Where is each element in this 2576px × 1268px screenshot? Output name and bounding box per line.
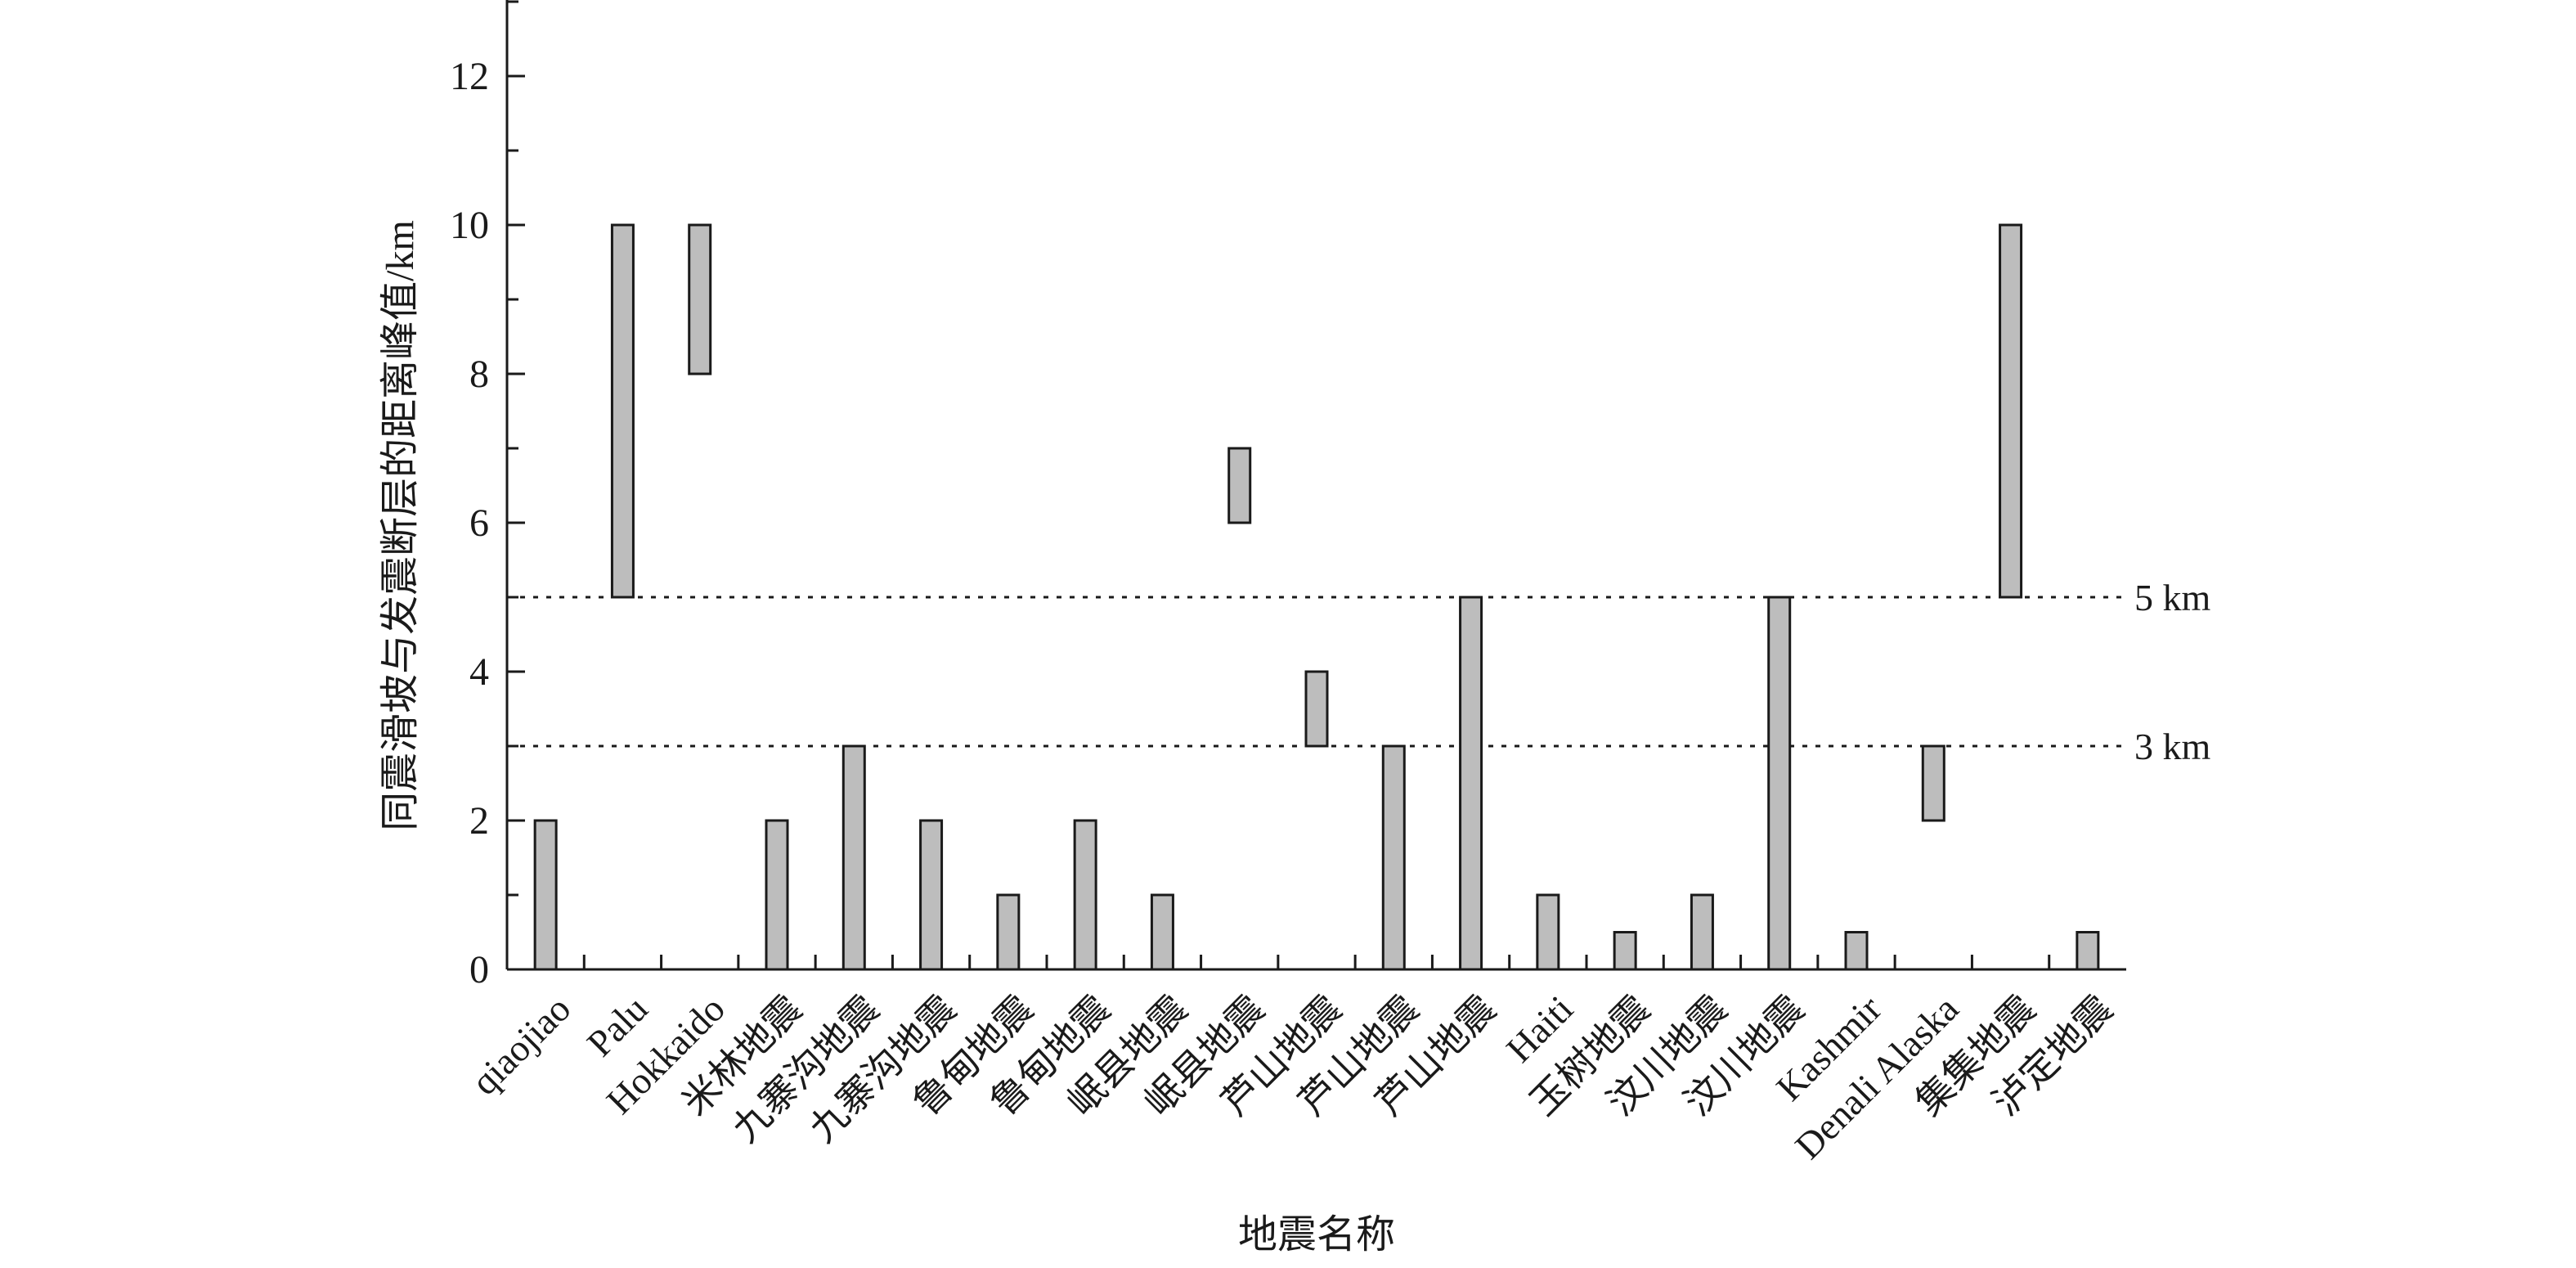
- bar: [1459, 596, 1483, 971]
- bar: [1536, 893, 1560, 971]
- bar: [1381, 744, 1406, 971]
- bar: [1304, 670, 1329, 748]
- reference-lines: 5 km 3 km: [507, 577, 2211, 767]
- y-tick-label: 10: [450, 204, 489, 247]
- x-axis-tick-labels: qiaojiao PaluHokkaido米林地震九寨沟地震九寨沟地震鲁甸地震鲁甸…: [464, 987, 2121, 1167]
- x-axis-ticks: [582, 955, 2051, 969]
- bar: [1227, 447, 1252, 524]
- x-axis-title: 地震名称: [1238, 1213, 1395, 1257]
- bar: [765, 819, 789, 971]
- bar: [1073, 819, 1097, 971]
- x-tick-label: qiaojiao: [464, 987, 579, 1103]
- bar: [1613, 931, 1637, 971]
- y-tick-label: 12: [450, 55, 489, 98]
- bar: [841, 744, 866, 971]
- bar: [919, 819, 944, 971]
- bar: [996, 893, 1021, 971]
- reference-line-label: 5 km: [2134, 577, 2211, 618]
- y-tick-label: 4: [469, 650, 489, 694]
- bars: [533, 223, 2100, 971]
- y-axis-ticks: 0 2 4 6 8 10 12: [450, 0, 525, 991]
- y-tick-label: 8: [469, 353, 489, 396]
- reference-line-label: 3 km: [2134, 726, 2211, 767]
- bar: [1767, 596, 1792, 971]
- y-tick-label: 2: [469, 799, 489, 843]
- bar: [2076, 931, 2100, 971]
- bar: [610, 223, 635, 599]
- bar: [1999, 223, 2023, 599]
- bar: [1150, 893, 1174, 971]
- bar: [1690, 893, 1714, 971]
- bar: [1844, 931, 1869, 971]
- bar: [533, 819, 558, 971]
- y-tick-label: 6: [469, 501, 489, 545]
- plot-area: 5 km 3 km 0 2 4 6 8 10 12 qiaojiao PaluHokkaido米…: [450, 0, 2211, 1167]
- bar: [1921, 744, 1945, 822]
- bar: [688, 223, 712, 375]
- y-axis-title: 同震滑坡与发震断层的距离峰值/km: [379, 220, 422, 831]
- y-tick-label: 0: [469, 948, 489, 991]
